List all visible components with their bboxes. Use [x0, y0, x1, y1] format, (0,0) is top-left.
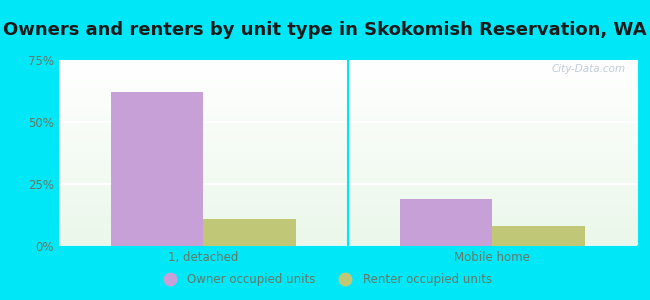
Bar	[111, 92, 203, 246]
Bar	[400, 199, 493, 246]
Legend: Owner occupied units, Renter occupied units: Owner occupied units, Renter occupied un…	[153, 269, 497, 291]
Bar	[493, 226, 585, 246]
Text: City-Data.com: City-Data.com	[551, 64, 625, 74]
Text: Owners and renters by unit type in Skokomish Reservation, WA: Owners and renters by unit type in Skoko…	[3, 21, 647, 39]
Bar	[203, 219, 296, 246]
